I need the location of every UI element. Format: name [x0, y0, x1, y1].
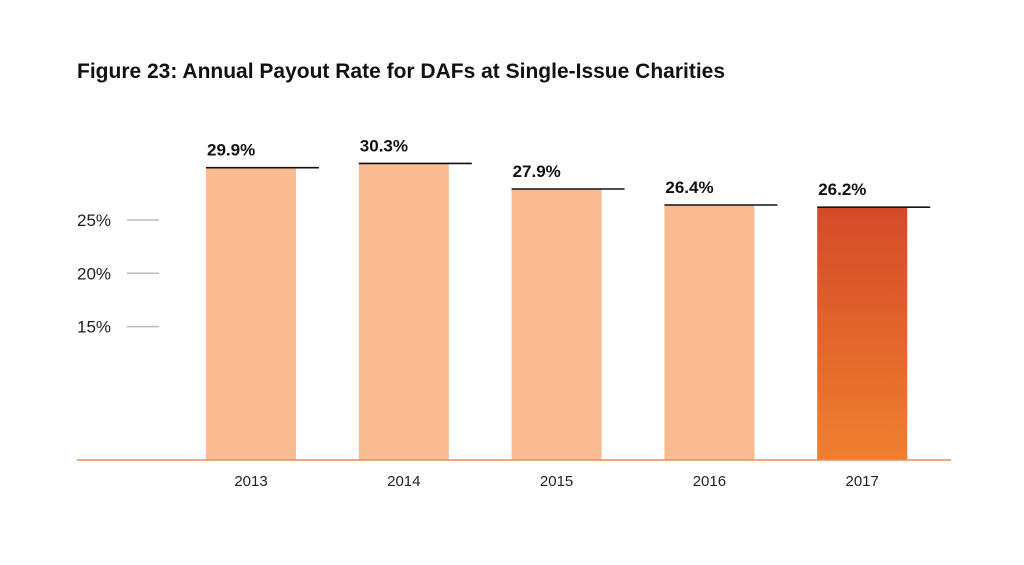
x-tick-label-2015: 2015 [540, 473, 573, 490]
x-tick-label-2013: 2013 [234, 473, 267, 490]
x-tick-label-2017: 2017 [846, 473, 879, 490]
bar-2013 [206, 167, 296, 461]
data-label-2014: 30.3% [360, 136, 408, 155]
bars [206, 163, 908, 461]
x-tick-label-2016: 2016 [693, 473, 726, 490]
data-label-2013: 29.9% [207, 141, 255, 160]
bar-2016 [664, 205, 755, 460]
value-labels: 29.9% 30.3% 27.9% 26.4% 26.2% [206, 136, 931, 208]
x-tick-label-2014: 2014 [387, 473, 420, 490]
data-label-2015: 27.9% [513, 162, 561, 181]
y-tick-label: 25% [77, 211, 111, 230]
data-label-2016: 26.4% [665, 178, 713, 197]
chart-title: Figure 23: Annual Payout Rate for DAFs a… [77, 60, 726, 83]
bar-2014 [358, 163, 449, 460]
x-axis: 2013 2014 2015 2016 2017 [77, 459, 951, 490]
bar-2017 [817, 207, 908, 460]
y-axis: 15% 20% 25% [77, 211, 159, 337]
bar-2015 [511, 189, 602, 460]
data-label-2017: 26.2% [818, 180, 866, 199]
y-tick-label: 15% [77, 318, 111, 337]
y-tick-label: 20% [77, 264, 111, 283]
